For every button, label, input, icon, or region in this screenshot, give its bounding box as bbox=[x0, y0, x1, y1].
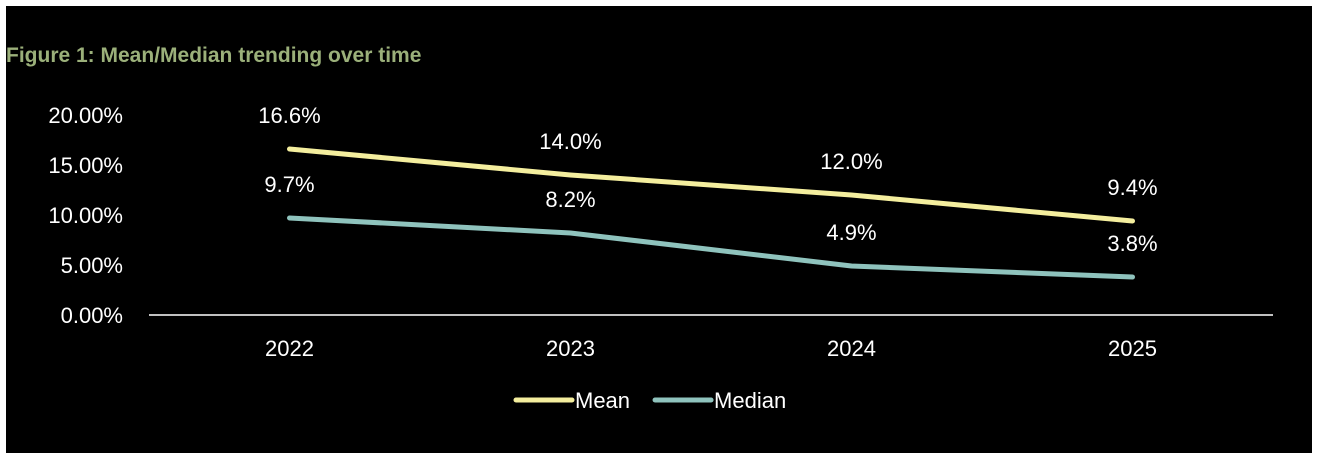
mean-data-label: 16.6% bbox=[258, 103, 320, 128]
legend: Mean Median bbox=[513, 388, 786, 413]
median-data-label: 8.2% bbox=[545, 187, 595, 212]
x-tick-label: 2022 bbox=[265, 336, 314, 361]
y-tick-label: 5.00% bbox=[61, 253, 123, 278]
median-data-label: 3.8% bbox=[1107, 231, 1157, 256]
x-tick-label: 2025 bbox=[1108, 336, 1157, 361]
mean-data-label: 9.4% bbox=[1107, 175, 1157, 200]
median-legend-label: Median bbox=[714, 388, 786, 413]
chart-title: Figure 1: Mean/Median trending over time bbox=[6, 44, 422, 67]
mean-data-label: 14.0% bbox=[539, 129, 601, 154]
y-axis-ticks: 0.00% 5.00% 10.00% 15.00% 20.00% bbox=[48, 103, 123, 328]
line-chart: 0.00%5.00%10.00%15.00%20.00% 2022 2023 202… bbox=[48, 103, 1273, 413]
x-axis-ticks: 2022 2023 2024 2025 bbox=[265, 336, 1157, 361]
series-layer bbox=[287, 146, 1135, 280]
y-tick-label: 10.00% bbox=[48, 203, 123, 228]
median-series-line bbox=[287, 215, 1135, 280]
chart-panel: Figure 1: Mean/Median trending over time… bbox=[6, 6, 1312, 453]
mean-legend-label: Mean bbox=[575, 388, 630, 413]
x-tick-label: 2024 bbox=[827, 336, 876, 361]
median-data-label: 4.9% bbox=[826, 220, 876, 245]
y-tick-label: 0.00% bbox=[61, 303, 123, 328]
y-tick-label: 20.00% bbox=[48, 103, 123, 128]
y-tick-label: 15.00% bbox=[48, 153, 123, 178]
mean-data-label: 12.0% bbox=[820, 149, 882, 174]
median-data-label: 9.7% bbox=[264, 172, 314, 197]
data-labels: 16.6% 14.0% 12.0% 9.4% 9.7% 8.2% 4.9% 3.8% bbox=[258, 103, 1157, 256]
mean-series-line bbox=[287, 146, 1135, 224]
x-tick-label: 2023 bbox=[546, 336, 595, 361]
